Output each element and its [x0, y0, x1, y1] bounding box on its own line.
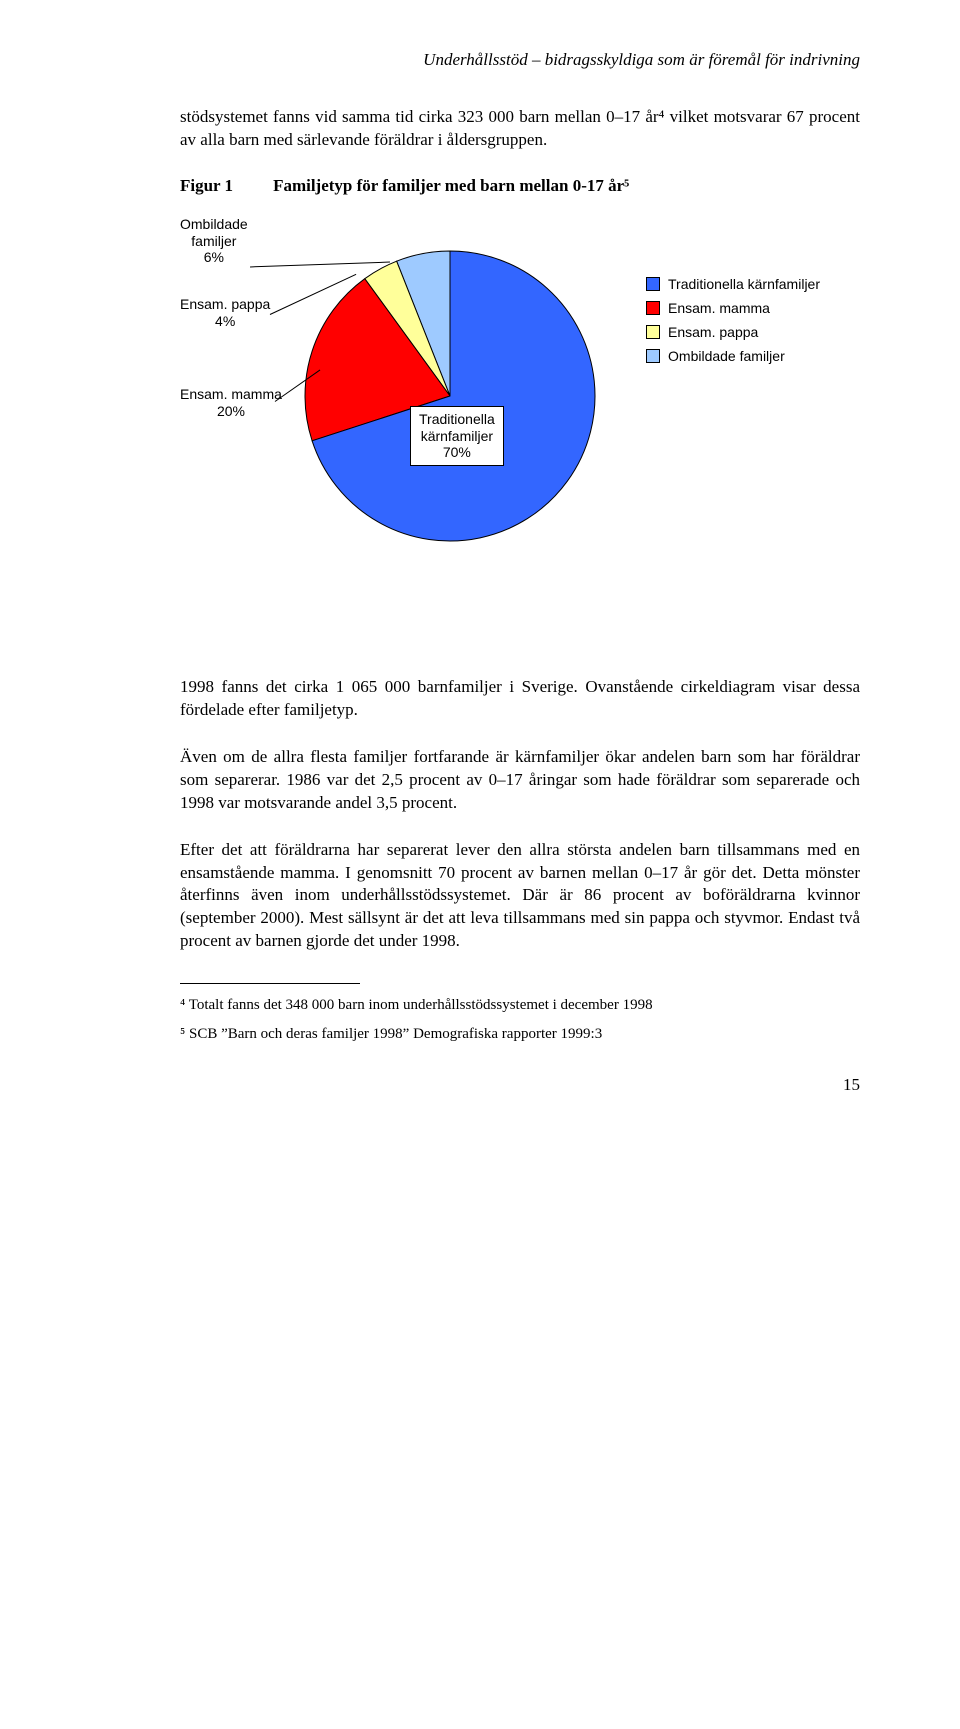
slice-label-ombildade: Ombildade familjer 6% [180, 216, 248, 266]
legend-label: Ensam. mamma [668, 300, 770, 316]
footnote: ⁴ Totalt fanns det 348 000 barn inom und… [180, 994, 860, 1017]
slice-label-line: 70% [419, 444, 495, 461]
slice-label-ensam-mamma: Ensam. mamma 20% [180, 386, 282, 420]
footnote: ⁵ SCB ”Barn och deras familjer 1998” Dem… [180, 1023, 860, 1046]
legend-item: Ensam. mamma [646, 300, 820, 316]
legend-swatch [646, 277, 660, 291]
body-paragraph: 1998 fanns det cirka 1 065 000 barnfamil… [180, 676, 860, 722]
figure-heading: Figur 1 Familjetyp för familjer med barn… [180, 176, 860, 196]
legend-label: Ombildade familjer [668, 348, 785, 364]
running-header: Underhållsstöd – bidragsskyldiga som är … [180, 50, 860, 70]
footnote-separator [180, 983, 360, 984]
intro-paragraph: stödsystemet fanns vid samma tid cirka 3… [180, 106, 860, 152]
label-line: Ensam. pappa [180, 296, 270, 313]
label-line: 20% [180, 403, 282, 420]
chart-legend: Traditionella kärnfamiljer Ensam. mamma … [646, 276, 820, 372]
figure-label: Figur 1 [180, 176, 233, 196]
slice-label-traditionella: Traditionella kärnfamiljer 70% [410, 406, 504, 466]
legend-item: Traditionella kärnfamiljer [646, 276, 820, 292]
label-line: 4% [180, 313, 270, 330]
slice-label-line: kärnfamiljer [419, 428, 495, 445]
figure-caption: Familjetyp för familjer med barn mellan … [273, 176, 629, 196]
label-line: 6% [180, 249, 248, 266]
slice-label-ensam-pappa: Ensam. pappa 4% [180, 296, 270, 330]
legend-label: Traditionella kärnfamiljer [668, 276, 820, 292]
body-paragraph: Efter det att föräldrarna har separerat … [180, 839, 860, 954]
page-number: 15 [180, 1075, 860, 1095]
label-line: familjer [180, 233, 248, 250]
legend-swatch [646, 349, 660, 363]
legend-label: Ensam. pappa [668, 324, 758, 340]
legend-item: Ombildade familjer [646, 348, 820, 364]
body-paragraph: Även om de allra flesta familjer fortfar… [180, 746, 860, 815]
slice-label-line: Traditionella [419, 411, 495, 428]
legend-item: Ensam. pappa [646, 324, 820, 340]
legend-swatch [646, 325, 660, 339]
pie-svg [300, 246, 600, 546]
legend-swatch [646, 301, 660, 315]
label-line: Ensam. mamma [180, 386, 282, 403]
pie-chart: Traditionella kärnfamiljer 70% Ombildade… [180, 216, 820, 616]
label-line: Ombildade [180, 216, 248, 233]
